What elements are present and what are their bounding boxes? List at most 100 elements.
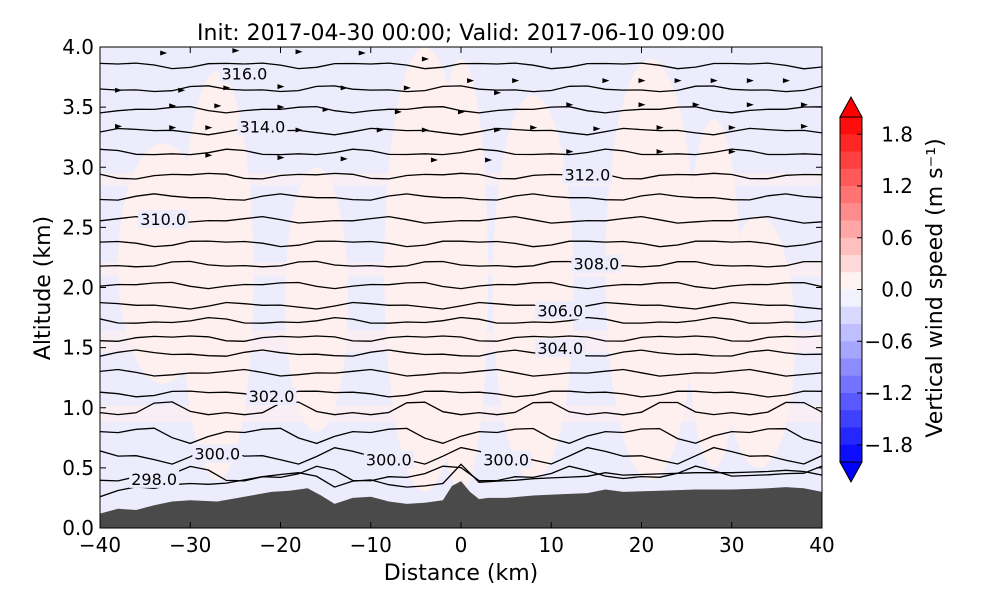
- wind-arrow: [800, 102, 808, 108]
- colorbar-label: Vertical wind speed (m s⁻¹): [923, 138, 948, 437]
- contour-label: 298.0: [131, 470, 177, 489]
- contour-line: [100, 240, 822, 248]
- contour-line: [100, 465, 822, 482]
- contour-label-bg: [138, 210, 189, 229]
- x-tick-label: −10: [350, 533, 392, 557]
- wind-arrow: [494, 90, 502, 96]
- wind-arrow: [692, 102, 700, 108]
- wind-arrow: [512, 78, 520, 84]
- contour-label: 316.0: [221, 65, 267, 84]
- contour-line: [100, 148, 822, 156]
- positive-wind-patch: [100, 173, 822, 186]
- wind-arrow: [566, 102, 574, 108]
- y-tick-label: 0.5: [62, 456, 94, 480]
- wind-arrow: [214, 103, 222, 109]
- contour-label-bg: [562, 165, 613, 184]
- wind-arrow: [746, 102, 754, 108]
- contour-label-bg: [219, 64, 270, 83]
- y-tick-label: 3.5: [62, 95, 94, 119]
- contour-label-bg: [363, 450, 414, 469]
- y-tick-label: 2.0: [62, 276, 94, 300]
- wind-arrow: [656, 149, 664, 155]
- wind-arrow: [467, 78, 475, 84]
- contour-line: [100, 335, 822, 342]
- colorbar-tick-label: 0.0: [881, 278, 913, 302]
- wind-arrow: [593, 126, 601, 132]
- colorbar-segment: [840, 358, 862, 377]
- x-tick-label: 20: [629, 533, 654, 557]
- colorbar-segment: [840, 341, 862, 359]
- contour-label: 310.0: [140, 210, 186, 229]
- wind-arrow: [530, 125, 538, 131]
- x-tick-label: 10: [539, 533, 564, 557]
- contour-line: [100, 316, 822, 324]
- contour-label-bg: [129, 469, 180, 488]
- colorbar-extend-top: [839, 95, 863, 118]
- contour-line: [100, 193, 822, 201]
- wind-arrow: [638, 78, 646, 84]
- wind-arrow: [494, 127, 502, 133]
- contour-label-bg: [237, 117, 288, 136]
- wind-arrow: [115, 123, 123, 129]
- colorbar-segment: [840, 186, 862, 204]
- x-tick-label: 30: [719, 533, 744, 557]
- wind-arrow: [295, 127, 303, 133]
- wind-arrow: [458, 109, 465, 115]
- plot-area: 316.0 314.0 312.0 310.0 308.0 306.0 304.0 302.0…: [99, 46, 823, 529]
- x-tick-label: −40: [79, 533, 121, 557]
- contour-line: [100, 349, 822, 357]
- wind-arrow: [728, 125, 736, 131]
- contour-line: [100, 172, 822, 180]
- y-tick-label: 1.0: [62, 396, 94, 420]
- x-axis-label: Distance (km): [384, 561, 539, 586]
- contour-label: 312.0: [564, 166, 610, 185]
- vertical-wind-field: [100, 47, 822, 492]
- wind-arrow: [782, 78, 790, 84]
- contour-label: 300.0: [194, 445, 240, 464]
- contour-line: [100, 62, 822, 70]
- colorbar-segment: [840, 393, 862, 411]
- wind-arrow: [277, 155, 285, 161]
- contour-line: [100, 215, 822, 224]
- wind-arrow: [205, 125, 213, 131]
- wind-arrow: [169, 125, 177, 131]
- wind-vector-arrows: [115, 48, 808, 163]
- contour-line: [100, 301, 822, 310]
- colorbar-segment: [840, 272, 862, 290]
- colorbar-segment: [840, 134, 862, 152]
- colorbar: 1.8 1.2 0.6 0.0 −0.6 −1.2 −1.8: [839, 95, 913, 484]
- contour-line: [100, 401, 822, 416]
- x-tick-label: 40: [809, 533, 834, 557]
- wind-arrow: [485, 157, 493, 163]
- y-axis-label: Altitude (km): [31, 216, 56, 360]
- y-tick-label: 0.0: [62, 516, 94, 540]
- wind-arrow: [800, 123, 808, 129]
- colorbar-segment: [840, 220, 862, 239]
- colorbar-segment: [840, 427, 862, 446]
- colorbar-tick-label: 1.2: [881, 174, 913, 198]
- wind-arrow: [178, 87, 186, 93]
- y-tick-label: 3.0: [62, 155, 94, 179]
- wind-arrow: [358, 50, 366, 56]
- contour-line: [100, 281, 822, 290]
- x-tick-label: −30: [169, 533, 211, 557]
- terrain-profile: [100, 481, 822, 528]
- contour-line: [100, 390, 822, 398]
- positive-wind-patch: [492, 95, 574, 480]
- colorbar-segment: [840, 151, 862, 170]
- colorbar-segment: [840, 444, 862, 463]
- colorbar-segment: [840, 237, 862, 256]
- wind-arrow: [160, 50, 168, 56]
- y-tick-label: 4.0: [62, 35, 94, 59]
- y-axis: 0.0 0.5 1.0 1.5 2.0 2.5 3.0 3.5 4.0: [62, 35, 822, 540]
- contour-label-bg: [535, 338, 586, 357]
- contour-label: 304.0: [537, 339, 583, 358]
- contour-label: 308.0: [573, 255, 619, 274]
- wind-arrow: [340, 156, 348, 162]
- y-tick-label: 1.5: [62, 336, 94, 360]
- wind-arrow: [710, 78, 718, 84]
- wind-arrow: [277, 104, 285, 110]
- wind-arrow: [376, 127, 384, 133]
- contour-labels: 316.0 314.0 312.0 310.0 308.0 306.0 304.0 302.0…: [129, 64, 622, 489]
